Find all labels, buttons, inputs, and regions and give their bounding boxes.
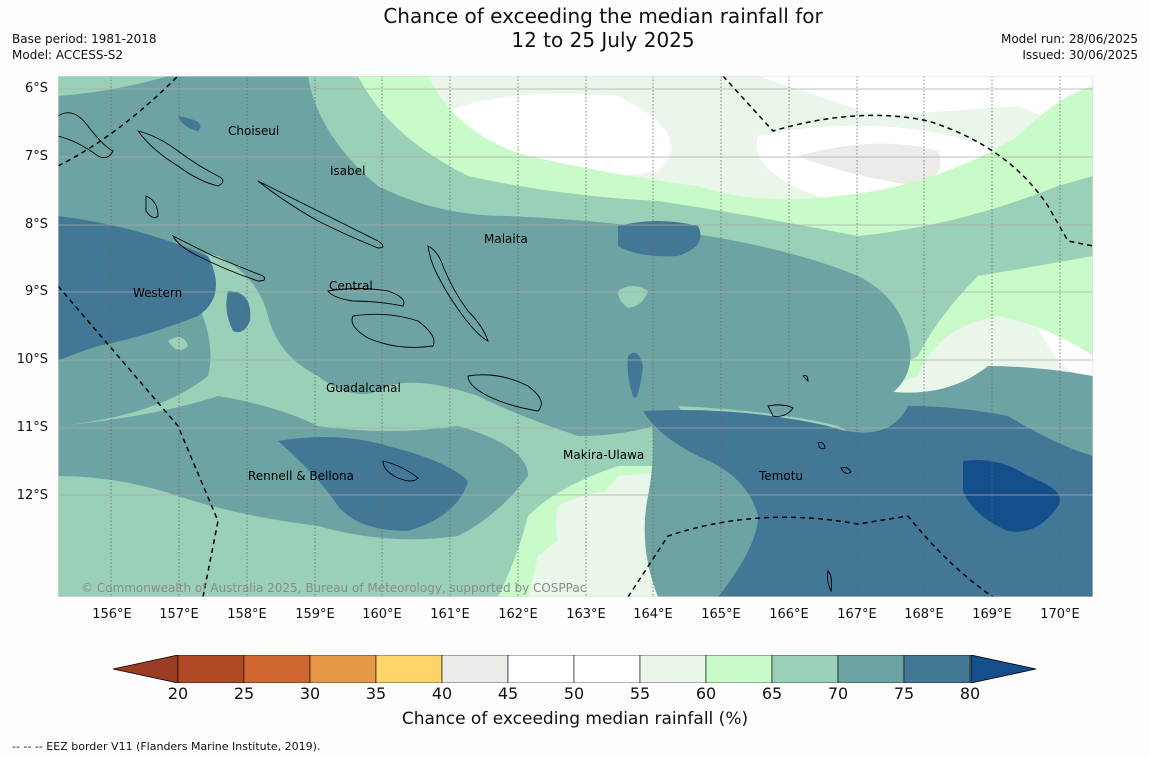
colorbar-segment [375,655,443,683]
lat-label-9s: 9°S [24,284,48,299]
colorbar-segment [903,655,971,683]
colorbar-tick-label: 70 [827,684,849,703]
lat-label-6s: 6°S [24,81,48,96]
place-rennell-bellona: Rennell & Bellona [248,469,354,483]
longitude-gridlines [110,76,1061,597]
lon-label-156e: 156°E [92,607,132,622]
place-guadalcanal: Guadalcanal [326,381,401,395]
lat-label-10s: 10°S [16,352,48,367]
lat-label-8s: 8°S [24,217,48,232]
colorbar-segments [177,655,971,683]
colorbar-tick-label: 40 [431,684,453,703]
colorbar-tick-label: 30 [299,684,321,703]
colorbar-segment [705,655,773,683]
lat-label-11s: 11°S [16,420,48,435]
colorbar-segment [177,655,245,683]
lon-label-168e: 168°E [904,607,944,622]
colorbar-tick-label: 35 [365,684,387,703]
colorbar-tick-label: 20 [167,684,189,703]
eez-footnote: -- -- -- EEZ border V11 (Flanders Marine… [12,740,321,753]
eez-border [58,76,1093,597]
model-name: Model: ACCESS-S2 [12,48,124,62]
colorbar-tick-label: 45 [497,684,519,703]
lon-label-166e: 166°E [769,607,809,622]
colorbar-low-extend [113,655,179,683]
colorbar-tick-label: 25 [233,684,255,703]
place-temotu: Temotu [758,469,803,483]
lon-label-162e: 162°E [498,607,538,622]
colorbar-segment [507,655,575,683]
lat-label-7s: 7°S [24,149,48,164]
colorbar-tick-label: 65 [761,684,783,703]
colorbar-segment [309,655,377,683]
lon-label-165e: 165°E [701,607,741,622]
place-western: Western [133,286,182,300]
place-choiseul: Choiseul [228,124,279,138]
meta-right: Model run: 28/06/2025 Issued: 30/06/2025 [1001,31,1138,63]
lon-label-159e: 159°E [295,607,335,622]
model-run: Model run: 28/06/2025 [1000,32,1138,46]
place-central: Central [329,279,373,293]
colorbar-segment [639,655,707,683]
colorbar-tick-label: 75 [893,684,915,703]
colorbar-tick-label: 50 [563,684,585,703]
lon-label-170e: 170°E [1040,607,1080,622]
colorbar-segment [573,655,641,683]
title-line-1: Chance of exceeding the median rainfall … [383,4,823,28]
lon-label-157e: 157°E [159,607,199,622]
colorbar-segment [837,655,905,683]
meta-left: Base period: 1981-2018 Model: ACCESS-S2 [12,31,157,63]
colorbar-tick-label: 80 [959,684,981,703]
lon-label-160e: 160°E [362,607,402,622]
colorbar-segment [243,655,311,683]
colorbar [113,655,1037,683]
lon-label-164e: 164°E [633,607,673,622]
issued-date: Issued: 30/06/2025 [1022,48,1138,62]
title-line-2: 12 to 25 July 2025 [511,28,695,52]
map-panel: Choiseul Isabel Malaita Western Central … [58,76,1093,597]
map-title: Chance of exceeding the median rainfall … [0,4,1150,52]
lon-label-161e: 161°E [430,607,470,622]
place-isabel: Isabel [330,164,365,178]
lon-label-169e: 169°E [972,607,1012,622]
copyright-notice: © Commonwealth of Australia 2025, Bureau… [81,581,586,595]
colorbar-segment [771,655,839,683]
colorbar-label: Chance of exceeding median rainfall (%) [401,709,749,729]
place-malaita: Malaita [484,232,528,246]
colorbar-tick-label: 60 [695,684,717,703]
colorbar-high-extend [970,655,1037,683]
latitude-gridlines [58,88,1093,496]
coastlines [58,112,852,593]
lon-label-163e: 163°E [566,607,606,622]
colorbar-tick-label: 55 [629,684,651,703]
base-period: Base period: 1981-2018 [12,32,157,46]
lon-label-158e: 158°E [227,607,267,622]
colorbar-segment [441,655,509,683]
lon-label-167e: 167°E [837,607,877,622]
place-makira-ulawa: Makira-Ulawa [563,448,644,462]
lat-label-12s: 12°S [16,488,48,503]
rainfall-map: Choiseul Isabel Malaita Western Central … [58,76,1093,597]
